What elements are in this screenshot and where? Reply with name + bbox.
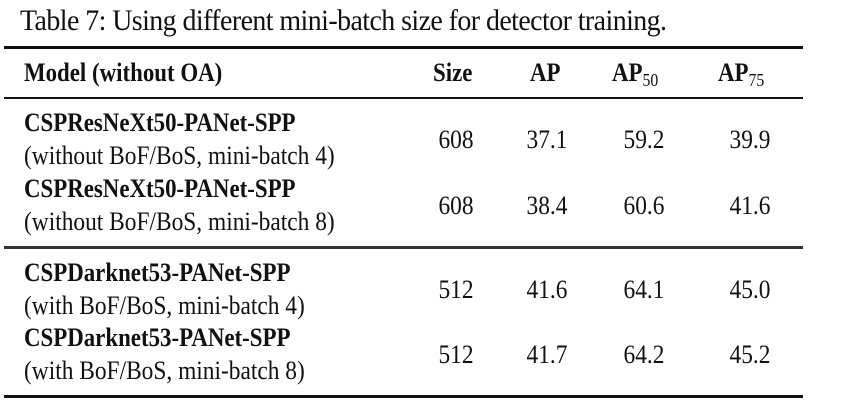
cell-ap75: 39.9 xyxy=(729,125,771,154)
header-ap75: AP75 xyxy=(718,58,764,91)
header-rule xyxy=(4,97,803,99)
table-caption: Table 7: Using different mini-batch size… xyxy=(20,4,667,37)
cell-ap75: 45.2 xyxy=(729,340,771,369)
header-ap75-base: AP xyxy=(718,58,749,87)
top-rule xyxy=(4,46,803,49)
cell-size: 512 xyxy=(438,340,474,369)
model-name: CSPDarknet53-PANet-SPP xyxy=(24,258,291,287)
cell-size: 608 xyxy=(438,191,474,220)
cell-ap: 41.7 xyxy=(526,340,568,369)
cell-ap75: 45.0 xyxy=(729,275,771,304)
header-ap: AP xyxy=(530,58,561,87)
cell-ap50: 59.2 xyxy=(623,125,665,154)
group-rule xyxy=(4,246,803,249)
header-size: Size xyxy=(433,58,473,87)
cell-size: 512 xyxy=(438,275,474,304)
model-desc: (without BoF/BoS, mini-batch 4) xyxy=(24,141,335,170)
cell-ap50: 64.1 xyxy=(623,275,665,304)
header-ap75-sub: 75 xyxy=(748,70,765,90)
cell-ap50: 64.2 xyxy=(623,340,665,369)
model-desc: (with BoF/BoS, mini-batch 4) xyxy=(24,291,305,320)
cell-size: 608 xyxy=(438,125,474,154)
cell-ap75: 41.6 xyxy=(729,191,771,220)
model-desc: (with BoF/BoS, mini-batch 8) xyxy=(24,356,305,385)
model-name: CSPResNeXt50-PANet-SPP xyxy=(24,108,296,137)
model-name: CSPResNeXt50-PANet-SPP xyxy=(24,174,296,203)
model-name: CSPDarknet53-PANet-SPP xyxy=(24,323,291,352)
header-model: Model (without OA) xyxy=(24,58,223,87)
cell-ap: 41.6 xyxy=(526,275,568,304)
bottom-rule xyxy=(4,395,803,398)
cell-ap: 38.4 xyxy=(526,191,568,220)
header-ap50: AP50 xyxy=(612,58,658,91)
cell-ap: 37.1 xyxy=(526,125,568,154)
model-desc: (without BoF/BoS, mini-batch 8) xyxy=(24,207,335,236)
header-ap50-base: AP xyxy=(612,58,643,87)
header-ap50-sub: 50 xyxy=(642,70,659,90)
cell-ap50: 60.6 xyxy=(623,191,665,220)
